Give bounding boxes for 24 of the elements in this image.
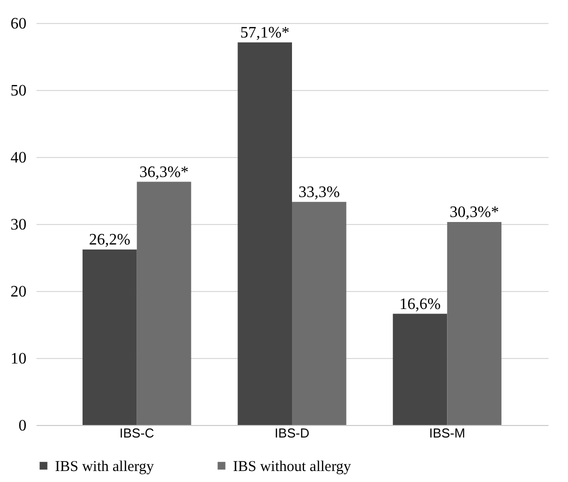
x-tick-label: IBS-C	[120, 426, 154, 440]
data-label: 57,1%*	[240, 24, 290, 42]
legend-label: IBS with allergy	[55, 458, 154, 475]
y-tick-label: 20	[10, 284, 26, 300]
x-tick-label: IBS-M	[429, 426, 466, 440]
data-label: 30,3%*	[450, 204, 499, 221]
y-tick-label: 30	[10, 216, 26, 234]
y-tick-label: 10	[10, 350, 26, 368]
bar	[292, 202, 346, 425]
y-tick-label: 60	[10, 16, 26, 32]
data-label: 33,3%	[298, 184, 340, 201]
bar	[136, 182, 192, 425]
y-tick-label: 50	[10, 82, 26, 100]
bar	[447, 222, 502, 425]
data-label: 16,6%	[399, 296, 441, 313]
bar	[82, 249, 137, 425]
bar	[392, 314, 448, 425]
bar	[238, 42, 292, 425]
y-tick-label: 0	[18, 418, 26, 434]
data-label: 36,3%*	[139, 164, 189, 181]
y-tick-label: 40	[10, 150, 26, 166]
data-label: 26,2%	[89, 231, 130, 248]
x-tick-label: IBS-D	[274, 426, 310, 440]
legend-label: IBS without allergy	[233, 458, 352, 475]
